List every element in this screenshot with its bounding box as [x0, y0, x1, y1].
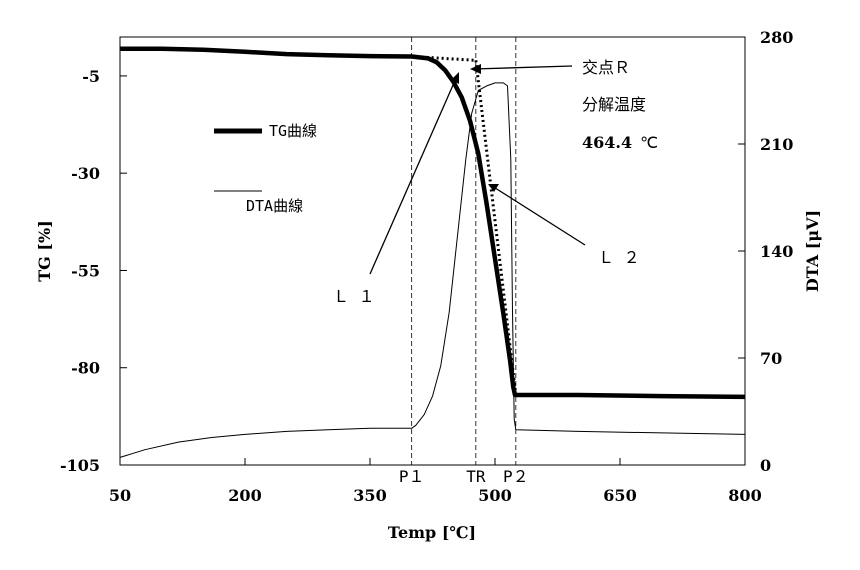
decomposition-value: 464.4 [582, 133, 632, 152]
x-tick-label: 350 [353, 486, 386, 505]
tg-curve [120, 46, 746, 400]
decomposition-temperature: 464.4 ℃ [582, 133, 658, 152]
intersection-label: 交点Ｒ [582, 58, 630, 77]
x-tick-label: 650 [603, 486, 636, 505]
plot-area-frame [119, 36, 746, 466]
L2-label: Ｌ ２ [598, 248, 640, 267]
x-tick-label: 800 [728, 486, 761, 505]
dta-curve [119, 82, 746, 458]
y-left-tick-label: -30 [71, 164, 100, 183]
y-left-tick-label: -55 [71, 261, 100, 280]
y-axis-right-title: DTA [μV] [803, 210, 822, 292]
tangent-line-L1 [411, 54, 476, 62]
series-group [119, 46, 746, 458]
decomposition-label: 分解温度 [582, 95, 646, 114]
arrow-L1 [369, 75, 458, 275]
x-axis-title: Temp [℃] [388, 523, 476, 542]
y-right-tick-label: 140 [760, 242, 793, 261]
arrow-L2-head [488, 184, 499, 192]
arrow-intersection-head [470, 64, 481, 74]
y-left-tick-label: -80 [71, 359, 100, 378]
marker-label: TR [466, 467, 486, 486]
marker-label: P１ [399, 467, 425, 486]
x-axis: 50 200 350 500 650 800 [109, 458, 762, 505]
arrow-intersection [473, 65, 573, 70]
y-right-tick-label: 0 [760, 456, 771, 475]
marker-label: P２ [503, 467, 529, 486]
decomposition-unit: ℃ [640, 133, 658, 152]
legend-dta-label: DTA曲線 [246, 197, 303, 215]
arrow-L1-head [451, 72, 459, 84]
y-left-tick-label: -5 [82, 67, 100, 86]
y-axis-left: -105 -80 -55 -30 -5 [60, 67, 127, 475]
legend-tg-label: TG曲線 [269, 122, 317, 140]
y-axis-left-title: TG [%] [35, 220, 54, 281]
arrow-L2 [491, 185, 586, 246]
y-right-tick-label: 210 [760, 135, 793, 154]
y-right-tick-label: 280 [760, 28, 793, 47]
tangent-lines [411, 54, 518, 396]
tangent-line-L2 [474, 60, 518, 396]
x-tick-label: 50 [109, 486, 131, 505]
x-tick-label: 200 [228, 486, 261, 505]
x-tick-label: 500 [478, 486, 511, 505]
y-right-tick-label: 70 [760, 349, 782, 368]
L1-label: Ｌ １ [333, 287, 375, 306]
y-axis-right: 0 70 140 210 280 [738, 28, 793, 475]
y-left-tick-label: -105 [60, 456, 100, 475]
